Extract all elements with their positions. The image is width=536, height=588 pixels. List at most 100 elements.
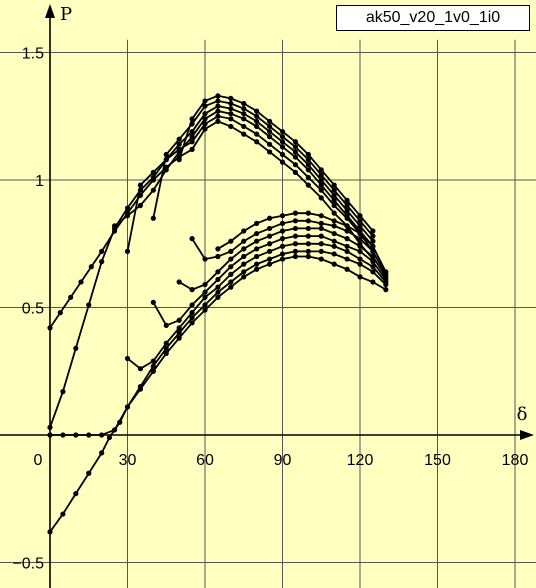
data-point <box>292 210 299 216</box>
data-point <box>73 345 79 351</box>
chart-id-badge: ak50_v20_1v0_1i0 <box>336 5 530 31</box>
data-point <box>279 228 286 234</box>
y-axis-label: P <box>60 4 72 25</box>
data-point <box>78 279 84 285</box>
data-point <box>357 243 363 249</box>
data-point <box>124 205 131 211</box>
data-point <box>331 238 337 244</box>
data-point <box>305 253 311 260</box>
data-point <box>344 197 350 203</box>
data-point <box>279 151 286 158</box>
x-axis-label: δ <box>517 404 528 425</box>
data-point <box>254 118 260 124</box>
data-point <box>124 355 131 362</box>
data-point <box>292 241 299 247</box>
data-point <box>331 202 337 209</box>
data-point <box>344 223 350 229</box>
data-point <box>266 141 273 147</box>
series-line-12 <box>191 219 387 275</box>
data-point <box>344 248 350 254</box>
data-point <box>254 238 260 244</box>
data-point <box>266 248 273 254</box>
data-point <box>241 228 247 234</box>
data-point <box>292 139 299 145</box>
data-point <box>241 100 247 107</box>
data-point <box>150 169 156 175</box>
data-point <box>292 149 299 155</box>
data-point <box>279 213 286 219</box>
x-tick-label: 120 <box>347 452 374 469</box>
data-point <box>279 128 286 135</box>
data-point <box>163 167 169 173</box>
data-point <box>254 113 260 119</box>
data-point <box>228 284 234 290</box>
data-point <box>202 116 208 122</box>
data-point <box>228 111 234 117</box>
data-point <box>163 340 169 346</box>
data-point <box>99 450 105 456</box>
data-point <box>241 274 247 280</box>
y-axis-arrow <box>45 4 55 18</box>
data-point <box>318 248 324 254</box>
data-point <box>318 220 324 226</box>
data-point <box>318 167 324 173</box>
data-point <box>266 215 273 221</box>
data-point <box>292 233 299 239</box>
data-point <box>357 223 363 229</box>
data-point <box>305 151 311 158</box>
data-point <box>99 259 105 265</box>
data-point <box>150 187 156 193</box>
data-point <box>176 317 182 323</box>
data-point <box>370 269 376 275</box>
data-point <box>331 218 337 224</box>
data-point <box>176 136 182 142</box>
data-point <box>331 223 337 229</box>
data-point <box>189 302 195 308</box>
data-point <box>241 238 247 244</box>
data-point <box>73 491 79 497</box>
data-point <box>254 253 260 260</box>
data-point <box>279 139 286 145</box>
data-point <box>241 131 247 137</box>
series-line-5 <box>152 99 374 237</box>
data-point <box>176 335 182 341</box>
data-point <box>357 213 363 219</box>
x-tick-label: 180 <box>502 452 529 469</box>
data-point <box>292 253 299 260</box>
data-point <box>124 213 131 219</box>
x-tick-label: 150 <box>424 452 451 469</box>
data-point <box>344 266 350 272</box>
data-point <box>344 208 350 214</box>
data-point <box>202 294 208 300</box>
data-point <box>111 427 118 433</box>
data-point <box>241 123 247 130</box>
data-point <box>241 269 247 275</box>
data-point <box>357 218 363 224</box>
data-point <box>228 248 234 254</box>
data-point <box>189 128 195 135</box>
data-point <box>266 134 273 140</box>
data-point <box>266 261 273 267</box>
data-point <box>254 246 260 252</box>
data-point <box>331 210 337 216</box>
data-point <box>163 345 169 351</box>
data-point <box>254 108 260 114</box>
data-point <box>305 174 311 181</box>
data-point <box>215 108 221 114</box>
data-point <box>228 238 234 244</box>
data-point <box>202 307 208 313</box>
data-point <box>86 432 92 438</box>
data-point <box>137 366 144 372</box>
data-point <box>383 287 389 293</box>
data-point <box>266 123 273 130</box>
series-line-6 <box>178 94 374 232</box>
data-point <box>254 230 260 237</box>
data-point <box>292 144 299 150</box>
data-point <box>137 202 144 209</box>
data-point <box>150 368 156 374</box>
data-point <box>318 182 324 188</box>
data-point <box>331 230 337 237</box>
data-point <box>254 123 260 130</box>
data-point <box>344 243 350 249</box>
data-point <box>189 320 195 326</box>
